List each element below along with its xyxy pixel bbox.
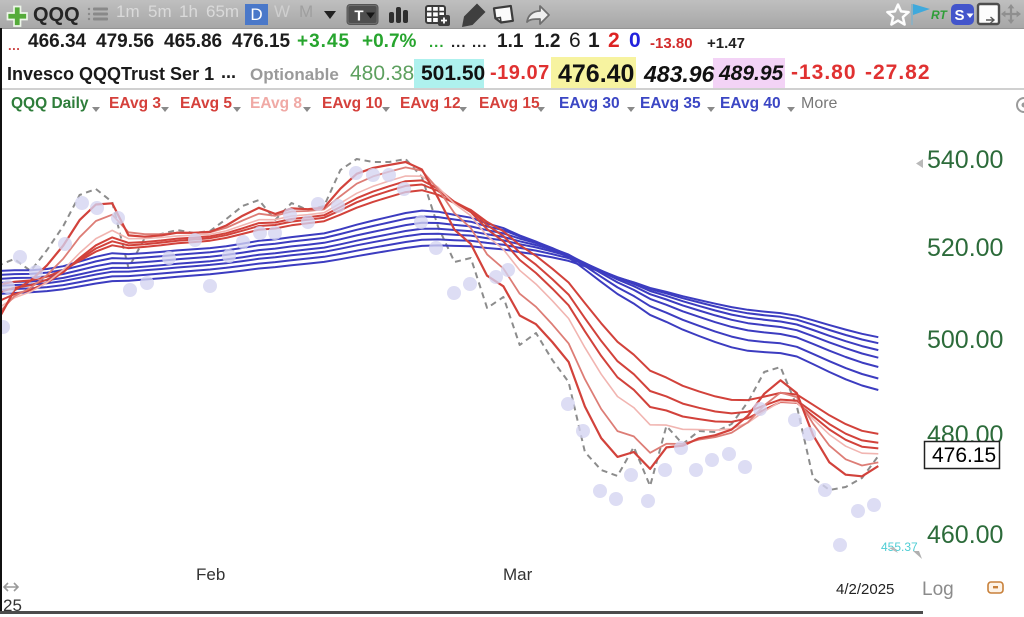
svg-text:540.00: 540.00 [927,146,1003,174]
svg-text:520.00: 520.00 [927,234,1003,262]
svg-text:D: D [250,5,262,24]
svg-text:Mar: Mar [503,565,533,584]
svg-text:T: T [354,8,363,25]
svg-text:25: 25 [3,596,22,615]
svg-text:500.00: 500.00 [927,326,1003,354]
svg-text:476.15: 476.15 [932,444,996,467]
svg-text:RT: RT [931,8,948,22]
svg-text:S: S [954,7,964,24]
svg-text:460.00: 460.00 [927,521,1003,549]
svg-text:Feb: Feb [196,565,225,584]
svg-text:4/2/2025: 4/2/2025 [836,581,894,598]
svg-text:Log: Log [922,579,954,600]
svg-text:455.37: 455.37 [881,540,918,554]
